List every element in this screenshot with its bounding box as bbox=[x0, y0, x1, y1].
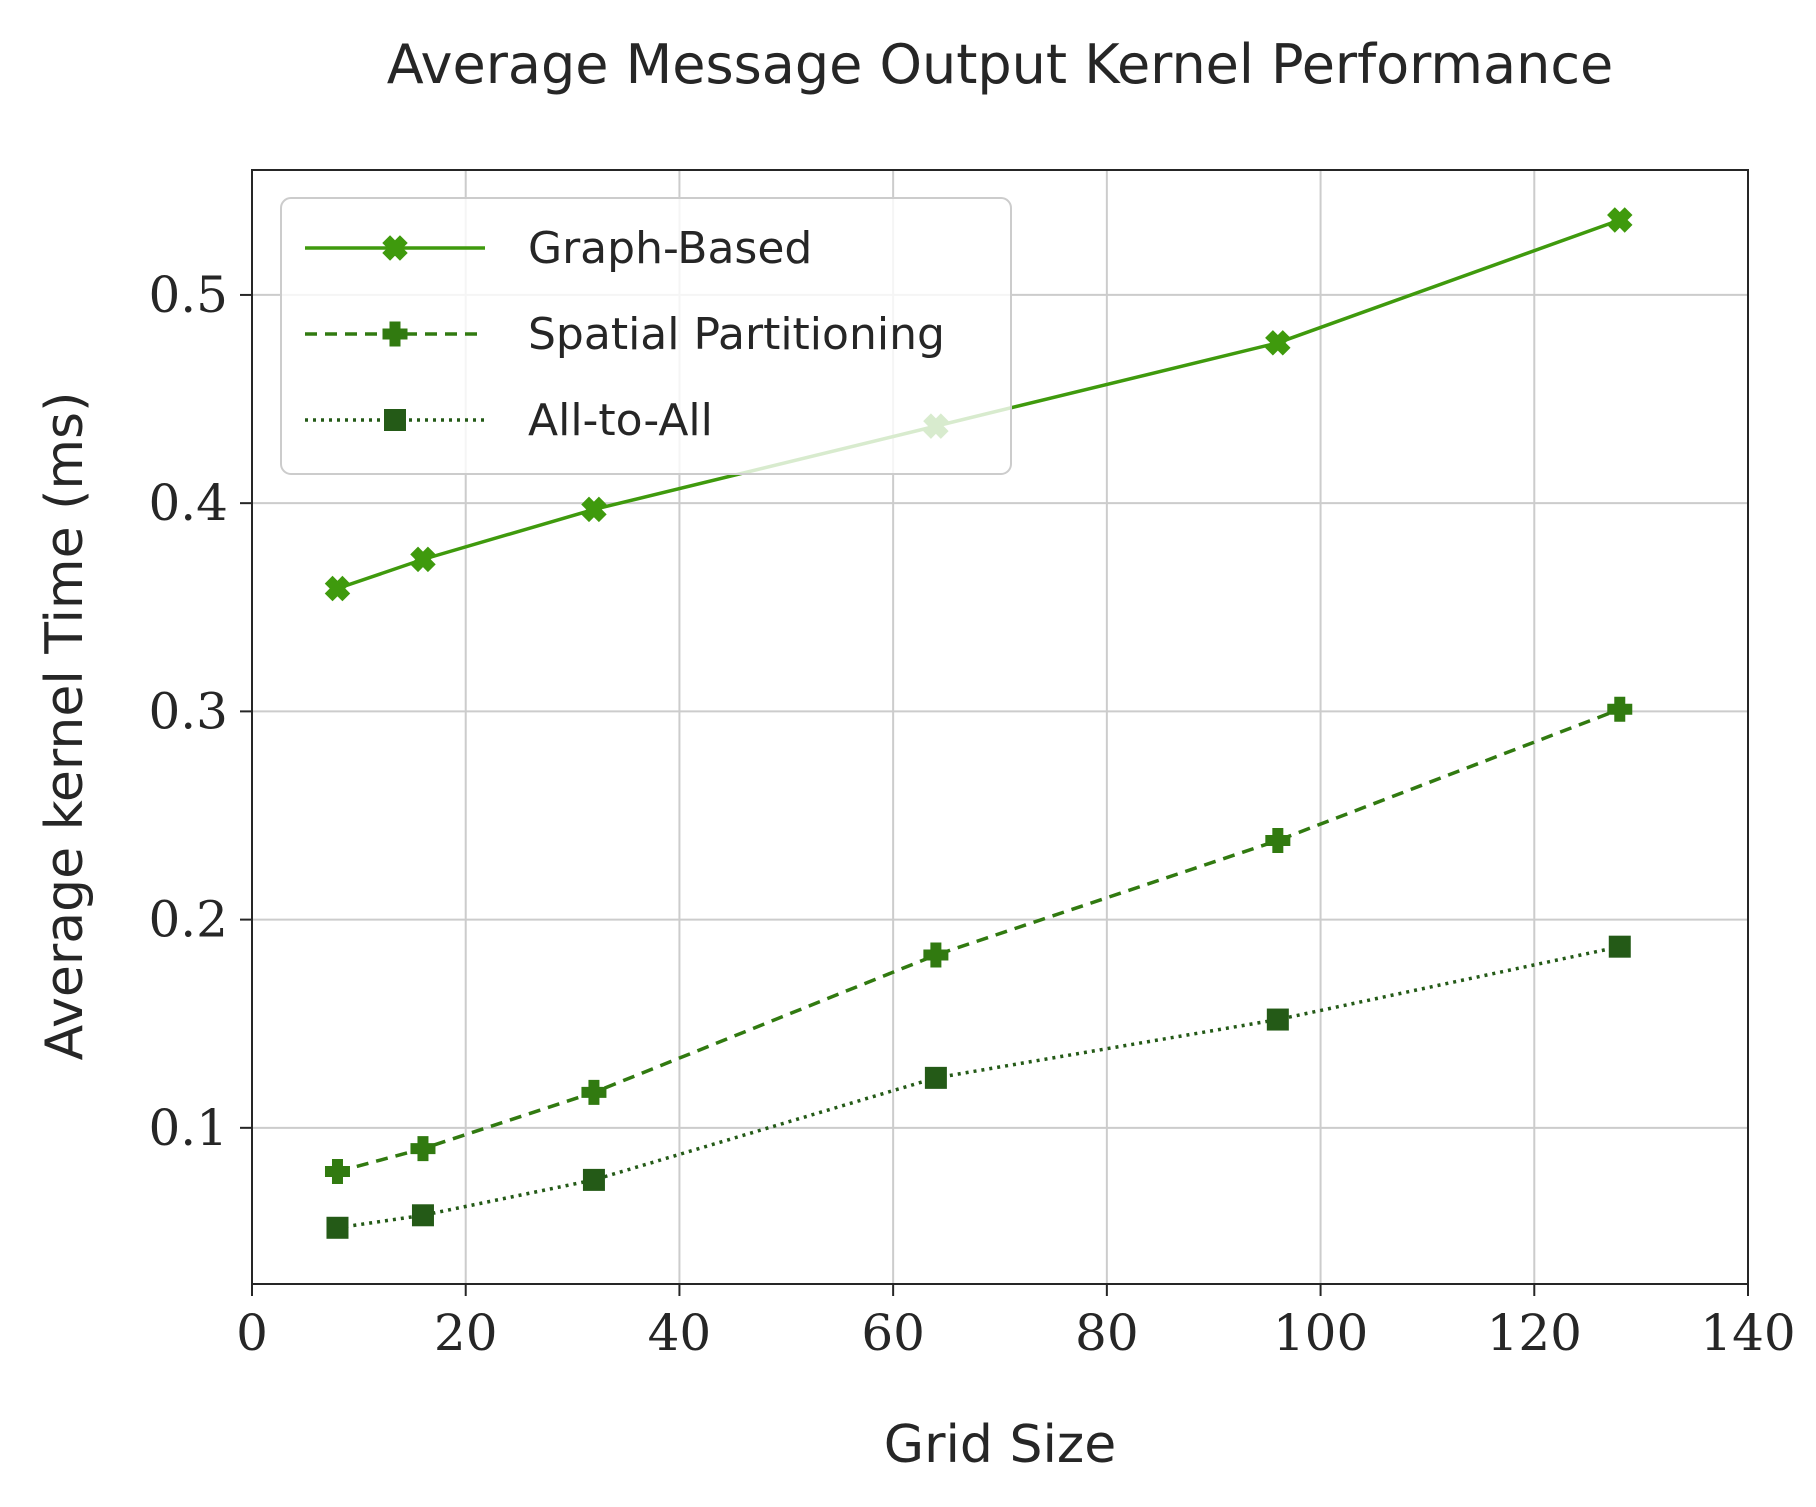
x-tick-label: 20 bbox=[434, 1304, 498, 1362]
x-tick-label: 120 bbox=[1487, 1304, 1582, 1362]
x-tick-label: 80 bbox=[1075, 1304, 1139, 1362]
y-tick-label: 0.3 bbox=[148, 682, 228, 740]
y-axis-label: Average kernel Time (ms) bbox=[35, 392, 95, 1061]
data-point bbox=[326, 1216, 349, 1239]
data-point bbox=[324, 1159, 350, 1185]
data-point bbox=[410, 546, 436, 573]
x-tick-label: 60 bbox=[861, 1304, 925, 1362]
x-axis-label: Grid Size bbox=[884, 1415, 1116, 1475]
legend-marker bbox=[382, 235, 408, 261]
data-point bbox=[1608, 935, 1631, 958]
legend-label: Graph-Based bbox=[528, 223, 812, 274]
data-point bbox=[324, 575, 351, 602]
y-tick-label: 0.1 bbox=[148, 1099, 228, 1157]
x-tick-label: 100 bbox=[1273, 1304, 1368, 1362]
x-tick-label: 40 bbox=[648, 1304, 712, 1362]
data-point bbox=[1266, 1008, 1289, 1031]
data-point bbox=[410, 1136, 436, 1162]
legend-label: All-to-All bbox=[528, 395, 713, 446]
legend: Graph-Based Spatial Partitioning All-to-Al… bbox=[280, 197, 1012, 475]
data-point bbox=[1607, 207, 1633, 233]
legend-marker bbox=[382, 321, 408, 347]
chart-title: Average Message Output Kernel Performanc… bbox=[387, 33, 1614, 96]
data-point bbox=[924, 1066, 947, 1089]
data-point bbox=[1265, 827, 1291, 853]
y-tick-label: 0.2 bbox=[148, 891, 228, 949]
data-point bbox=[581, 1079, 607, 1105]
data-point bbox=[923, 942, 949, 968]
x-tick-label: 0 bbox=[236, 1304, 268, 1362]
data-point bbox=[1265, 330, 1291, 356]
data-point bbox=[1607, 696, 1633, 722]
legend-label: Spatial Partitioning bbox=[528, 309, 945, 360]
data-point bbox=[582, 1168, 605, 1191]
y-tick-label: 0.4 bbox=[148, 474, 228, 532]
plot-area-frame bbox=[251, 169, 1749, 1285]
legend-box bbox=[280, 197, 1012, 475]
series-all-to-all bbox=[326, 935, 1631, 1239]
x-tick-label: 140 bbox=[1700, 1304, 1795, 1362]
series-spatial-partitioning bbox=[324, 696, 1633, 1185]
ticks: 0 20 40 60 80 100 120 140 0.1 0.2 0.3 0.4 0.5 bbox=[148, 266, 1795, 1362]
data-point bbox=[581, 496, 607, 523]
legend-marker bbox=[384, 409, 406, 431]
data-point bbox=[411, 1204, 434, 1227]
y-tick-label: 0.5 bbox=[148, 266, 228, 324]
